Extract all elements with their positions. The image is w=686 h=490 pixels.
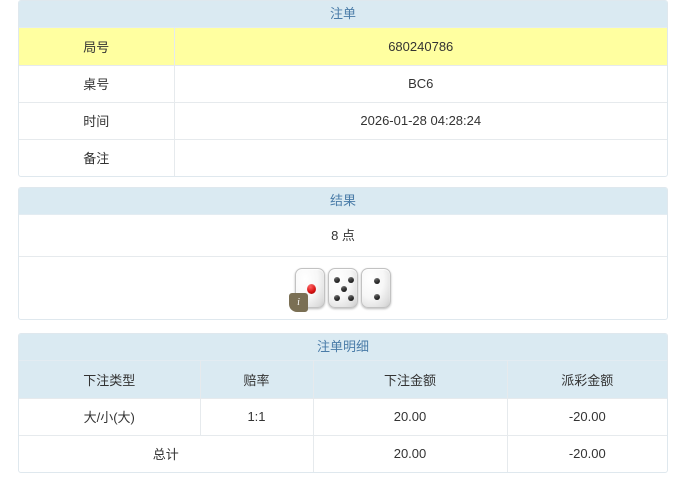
cell-total-payout: -20.00 (568, 446, 606, 462)
bet-detail-table: 下注类型 赔率 下注金额 派彩金额 大/小(大) 1:1 20.00 -20.0… (19, 361, 667, 472)
order-info-table: 局号 680240786 桌号 BC6 时间 2026-01-28 04:28:… (19, 28, 667, 176)
result-panel-title: 结果 (19, 188, 667, 215)
cell-stake: 20.00 (313, 398, 508, 436)
column-header-odds: 赔率 (200, 361, 314, 399)
row-label-time: 时间 (19, 102, 175, 140)
table-row: 局号 680240786 (19, 28, 667, 66)
die-pip (348, 295, 354, 301)
die-pip (306, 284, 316, 294)
order-panel: 注单 局号 680240786 桌号 BC6 时间 2026-01-28 04:… (18, 0, 668, 177)
bet-detail-panel: 注单明细 下注类型 赔率 下注金额 派彩金额 大/小(大) 1:1 20.00 … (18, 333, 668, 473)
die-3 (361, 268, 391, 308)
dice-row: i (19, 257, 667, 319)
die-pip (334, 277, 340, 283)
die-2 (328, 268, 358, 308)
order-panel-title: 注单 (19, 1, 667, 28)
die-pip (341, 286, 347, 292)
column-header-bet-type: 下注类型 (19, 361, 201, 399)
cell-payout: -20.00 (507, 398, 667, 436)
info-badge-icon[interactable]: i (289, 293, 308, 312)
table-row: 备注 (19, 139, 667, 176)
result-panel: 结果 8 点 i (18, 187, 668, 320)
column-header-stake: 下注金额 (313, 361, 508, 399)
die-pip (348, 277, 354, 283)
die-pip (374, 278, 380, 284)
row-value-remark (174, 139, 667, 176)
table-header-row: 下注类型 赔率 下注金额 派彩金额 (19, 361, 667, 399)
cell-total-label: 总计 (19, 435, 314, 472)
column-header-payout: 派彩金额 (507, 361, 667, 399)
die-1: i (289, 268, 325, 312)
table-row: 时间 2026-01-28 04:28:24 (19, 102, 667, 140)
bet-detail-panel-title: 注单明细 (19, 334, 667, 361)
row-label-round-number: 局号 (19, 28, 175, 66)
cell-bet-type: 大/小(大) (19, 398, 201, 436)
table-total-row: 总计 20.00 -20.00 (19, 435, 667, 472)
cell-odds: 1:1 (200, 398, 314, 436)
result-points-text: 8 点 (19, 215, 667, 257)
row-label-table-number: 桌号 (19, 65, 175, 103)
die-pip (374, 294, 380, 300)
cell-total-stake: 20.00 (313, 435, 508, 472)
row-value-round-number: 680240786 (174, 28, 667, 66)
table-row: 桌号 BC6 (19, 65, 667, 103)
table-row: 大/小(大) 1:1 20.00 -20.00 (19, 398, 667, 436)
die-pip (334, 295, 340, 301)
row-value-table-number: BC6 (174, 65, 667, 103)
row-value-time: 2026-01-28 04:28:24 (174, 102, 667, 140)
row-label-remark: 备注 (19, 139, 175, 176)
